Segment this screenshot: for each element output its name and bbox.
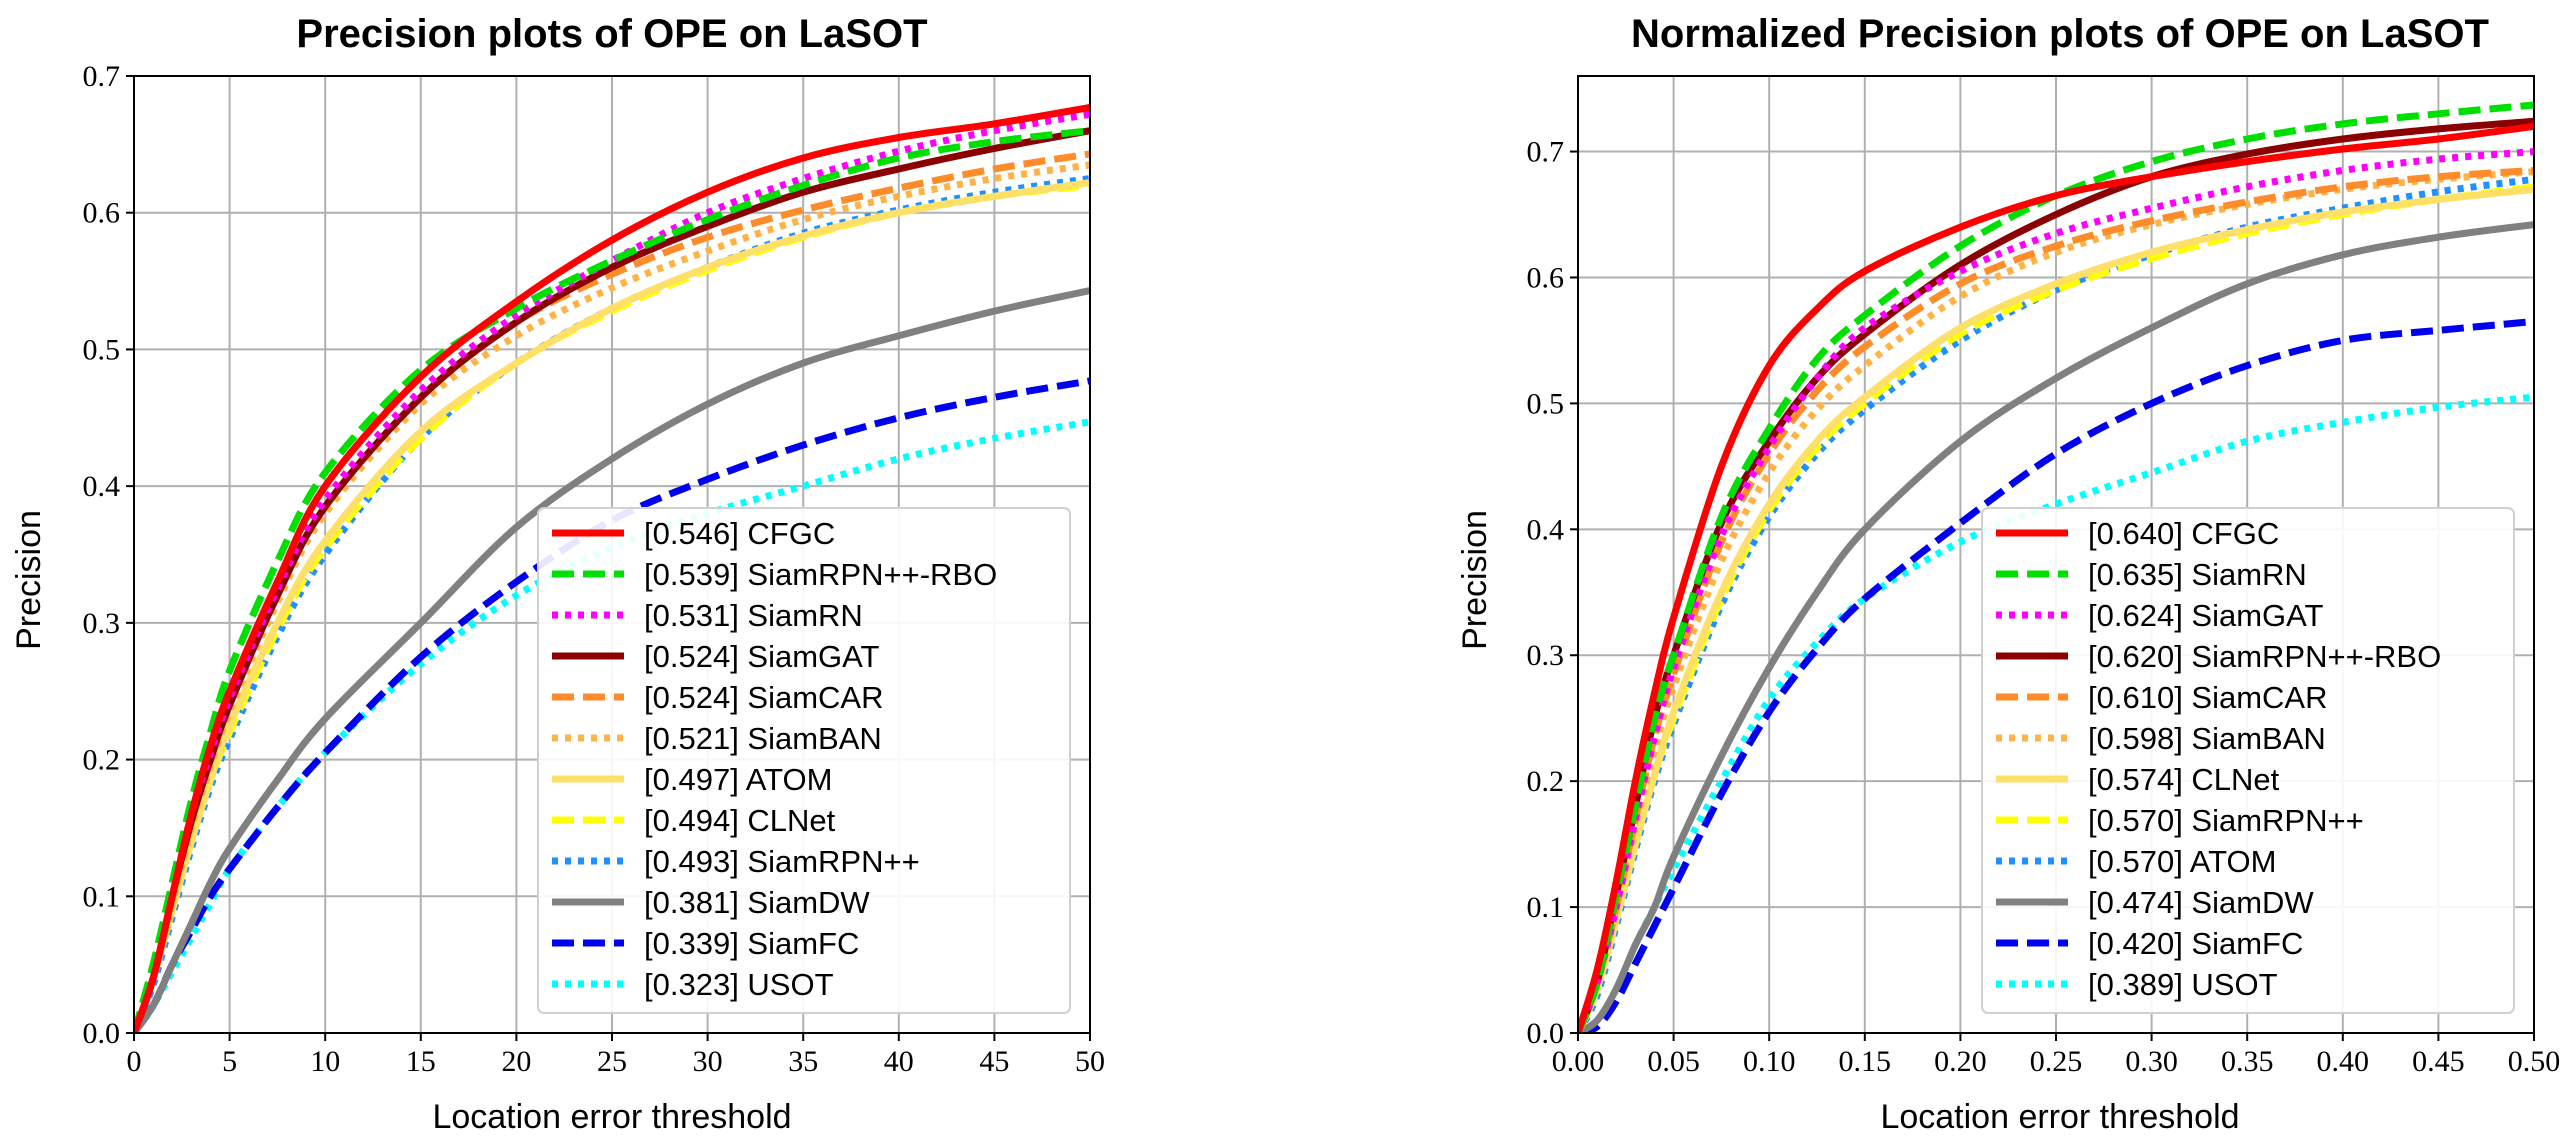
legend-entry: [0.474] SiamDW bbox=[2088, 885, 2314, 920]
y-tick-label: 0.0 bbox=[83, 1017, 121, 1050]
legend-entry: [0.624] SiamGAT bbox=[2088, 598, 2324, 633]
chart-title: Normalized Precision plots of OPE on LaS… bbox=[1631, 12, 2489, 56]
legend-entry: [0.570] SiamRPN++ bbox=[2088, 803, 2364, 838]
legend-entry: [0.339] SiamFC bbox=[644, 926, 859, 961]
legend-box bbox=[537, 507, 1071, 1014]
legend-entry: [0.531] SiamRN bbox=[644, 598, 863, 633]
normalized-precision-chart: Normalized Precision plots of OPE on LaS… bbox=[1456, 12, 2560, 1136]
legend-entry: [0.381] SiamDW bbox=[644, 885, 870, 920]
x-tick-label: 0.30 bbox=[2125, 1045, 2178, 1078]
x-tick-label: 15 bbox=[406, 1045, 436, 1078]
series-line-usot bbox=[134, 418, 1090, 1033]
legend-entry: [0.497] ATOM bbox=[644, 762, 832, 797]
legend-entry: [0.494] CLNet bbox=[644, 803, 836, 838]
x-tick-label: 40 bbox=[884, 1045, 914, 1078]
legend-entry: [0.570] ATOM bbox=[2088, 844, 2276, 879]
series-line-siamban bbox=[134, 161, 1090, 1033]
series-line-siamrpn-rbo bbox=[134, 127, 1090, 1033]
y-tick-label: 0.1 bbox=[83, 880, 121, 913]
x-tick-label: 5 bbox=[222, 1045, 237, 1078]
y-tick-label: 0.6 bbox=[1527, 261, 1565, 294]
x-tick-label: 0.50 bbox=[2508, 1045, 2561, 1078]
legend-entry: [0.635] SiamRN bbox=[2088, 557, 2307, 592]
legend-entry: [0.521] SiamBAN bbox=[644, 721, 882, 756]
x-tick-label: 0.20 bbox=[1934, 1045, 1987, 1078]
legend-box bbox=[1981, 507, 2515, 1014]
legend-entry: [0.598] SiamBAN bbox=[2088, 721, 2326, 756]
series-line-siamdw bbox=[1578, 221, 2534, 1033]
legend-entry: [0.574] CLNet bbox=[2088, 762, 2280, 797]
legend-entry: [0.524] SiamGAT bbox=[644, 639, 880, 674]
x-tick-label: 0.15 bbox=[1839, 1045, 1892, 1078]
x-tick-label: 0.35 bbox=[2221, 1045, 2274, 1078]
x-tick-label: 10 bbox=[310, 1045, 340, 1078]
x-tick-label: 0.10 bbox=[1743, 1045, 1796, 1078]
y-tick-label: 0.6 bbox=[83, 197, 121, 230]
legend-entry: [0.620] SiamRPN++-RBO bbox=[2088, 639, 2441, 674]
legend-entry: [0.524] SiamCAR bbox=[644, 680, 884, 715]
series-line-cfgc bbox=[1578, 122, 2534, 1033]
x-tick-label: 20 bbox=[501, 1045, 531, 1078]
y-tick-label: 0.7 bbox=[1527, 136, 1565, 169]
x-tick-label: 0.40 bbox=[2317, 1045, 2370, 1078]
x-tick-label: 0.45 bbox=[2412, 1045, 2465, 1078]
legend-entry: [0.493] SiamRPN++ bbox=[644, 844, 920, 879]
plot-frame bbox=[1577, 75, 2535, 1034]
series-line-siamdw bbox=[134, 287, 1090, 1033]
series-lines bbox=[134, 103, 1090, 1033]
x-tick-label: 35 bbox=[788, 1045, 818, 1078]
y-tick-label: 0.5 bbox=[1527, 387, 1565, 420]
legend: [0.546] CFGC [0.539] SiamRPN++-RBO [0.531]… bbox=[537, 507, 1071, 1014]
series-lines bbox=[1578, 101, 2534, 1033]
series-line-siamfc bbox=[134, 377, 1090, 1033]
legend: [0.640] CFGC [0.635] SiamRN [0.624] SiamGA… bbox=[1981, 507, 2515, 1014]
legend-entry: [0.323] USOT bbox=[644, 967, 834, 1002]
y-tick-label: 0.2 bbox=[83, 744, 121, 777]
legend-entry: [0.640] CFGC bbox=[2088, 516, 2279, 551]
legend-entry: [0.610] SiamCAR bbox=[2088, 680, 2328, 715]
legend-entry: [0.420] SiamFC bbox=[2088, 926, 2303, 961]
y-tick-label: 0.3 bbox=[1527, 639, 1565, 672]
legend-entry: [0.389] USOT bbox=[2088, 967, 2278, 1002]
chart-title: Precision plots of OPE on LaSOT bbox=[296, 12, 927, 56]
x-tick-label: 25 bbox=[597, 1045, 627, 1078]
x-tick-label: 0.00 bbox=[1552, 1045, 1605, 1078]
x-tick-label: 45 bbox=[979, 1045, 1009, 1078]
legend-entry: [0.546] CFGC bbox=[644, 516, 835, 551]
precision-chart: Precision plots of OPE on LaSOT Precisio… bbox=[10, 12, 1105, 1136]
x-axis-label: Location error threshold bbox=[432, 1098, 791, 1136]
y-tick-label: 0.3 bbox=[83, 607, 121, 640]
y-tick-label: 0.4 bbox=[1527, 513, 1565, 546]
x-axis-label: Location error threshold bbox=[1880, 1098, 2239, 1136]
x-tick-label: 0 bbox=[127, 1045, 142, 1078]
plot-frame bbox=[133, 75, 1091, 1034]
x-tick-label: 0.25 bbox=[2030, 1045, 2083, 1078]
x-tick-label: 30 bbox=[693, 1045, 723, 1078]
tick-labels: 0 5 10 15 20 25 30 35 40 45 50 0.0 0.1 0.2 0.3 0.4 0.5 0.… bbox=[83, 60, 1106, 1078]
legend-entry: [0.539] SiamRPN++-RBO bbox=[644, 557, 997, 592]
series-line-clnet bbox=[1578, 185, 2534, 1033]
series-line-siamfc bbox=[1578, 318, 2534, 1033]
series-line-atom bbox=[134, 179, 1090, 1033]
y-tick-label: 0.2 bbox=[1527, 765, 1565, 798]
y-axis-label: Precision bbox=[10, 510, 48, 650]
x-tick-label: 0.05 bbox=[1647, 1045, 1700, 1078]
tick-labels: 0.00 0.05 0.10 0.15 0.20 0.25 0.30 0.35 0.40 0.45… bbox=[1527, 136, 2561, 1078]
y-axis-label: Precision bbox=[1456, 510, 1494, 650]
series-line-cfgc bbox=[134, 103, 1090, 1033]
x-tick-label: 50 bbox=[1075, 1045, 1105, 1078]
y-tick-label: 0.5 bbox=[83, 333, 121, 366]
y-tick-label: 0.7 bbox=[83, 60, 121, 93]
y-tick-label: 0.1 bbox=[1527, 891, 1565, 924]
y-tick-label: 0.0 bbox=[1527, 1017, 1565, 1050]
series-line-siamrn bbox=[1578, 101, 2534, 1033]
y-tick-label: 0.4 bbox=[83, 470, 121, 503]
